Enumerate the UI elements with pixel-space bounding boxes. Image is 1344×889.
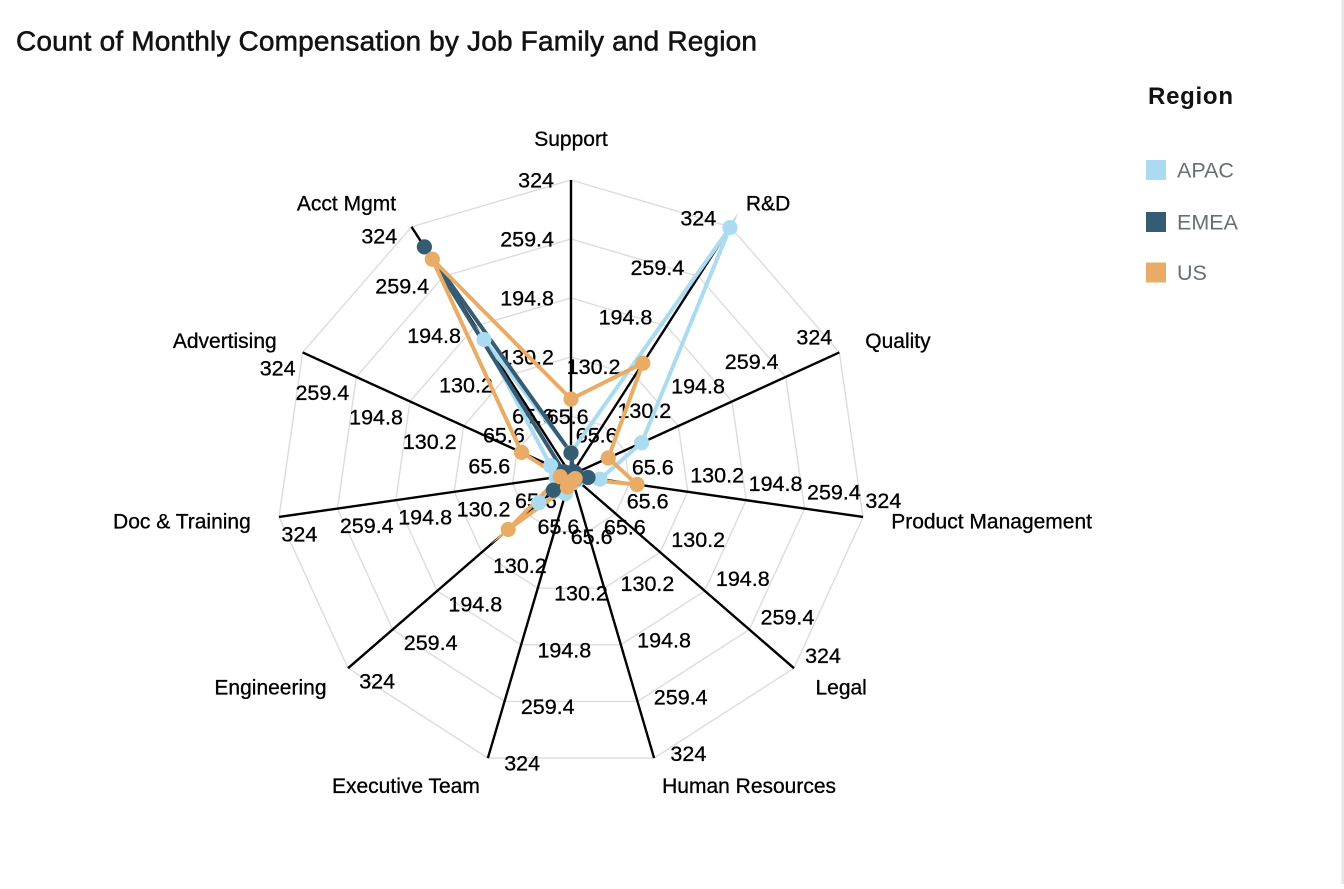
svg-text:194.8: 194.8: [599, 306, 653, 330]
svg-text:130.2: 130.2: [671, 528, 725, 552]
svg-text:194.8: 194.8: [349, 406, 403, 430]
svg-text:APAC: APAC: [1177, 159, 1234, 183]
svg-text:324: 324: [359, 670, 395, 694]
svg-text:194.8: 194.8: [637, 629, 691, 653]
svg-text:Legal: Legal: [815, 676, 866, 699]
svg-text:324: 324: [518, 169, 554, 193]
svg-text:65.6: 65.6: [627, 489, 669, 513]
svg-text:324: 324: [680, 206, 716, 230]
svg-text:Engineering: Engineering: [214, 676, 326, 699]
svg-text:194.8: 194.8: [537, 638, 591, 662]
svg-text:Product Management: Product Management: [891, 511, 1092, 534]
svg-text:259.4: 259.4: [760, 605, 814, 629]
svg-text:65.6: 65.6: [604, 516, 646, 540]
svg-text:194.8: 194.8: [398, 506, 452, 530]
svg-text:259.4: 259.4: [404, 631, 458, 655]
svg-text:259.4: 259.4: [630, 256, 684, 280]
svg-text:Count of Monthly Compensation: Count of Monthly Compensation by Job Fam…: [16, 26, 757, 57]
svg-text:130.2: 130.2: [457, 497, 511, 521]
svg-text:130.2: 130.2: [493, 554, 547, 578]
svg-text:259.4: 259.4: [375, 274, 429, 298]
svg-text:324: 324: [504, 752, 540, 776]
svg-text:194.8: 194.8: [448, 592, 502, 616]
svg-text:65.6: 65.6: [547, 405, 589, 429]
svg-text:259.4: 259.4: [521, 695, 575, 719]
svg-text:130.2: 130.2: [690, 464, 744, 488]
svg-text:324: 324: [670, 742, 706, 766]
svg-text:259.4: 259.4: [500, 228, 554, 252]
svg-text:EMEA: EMEA: [1177, 211, 1239, 235]
svg-text:194.8: 194.8: [716, 567, 770, 591]
svg-text:Human Resources: Human Resources: [662, 775, 836, 798]
svg-text:65.6: 65.6: [571, 525, 613, 549]
svg-text:Advertising: Advertising: [173, 330, 277, 353]
svg-text:259.4: 259.4: [295, 381, 349, 405]
svg-text:Quality: Quality: [865, 330, 931, 353]
svg-text:259.4: 259.4: [654, 685, 708, 709]
svg-text:194.8: 194.8: [500, 287, 554, 311]
svg-text:324: 324: [796, 326, 832, 350]
svg-text:130.2: 130.2: [439, 374, 493, 398]
svg-text:130.2: 130.2: [403, 430, 457, 454]
svg-text:Support: Support: [534, 128, 608, 151]
svg-text:R&D: R&D: [746, 192, 790, 215]
svg-text:324: 324: [865, 489, 901, 513]
svg-text:65.6: 65.6: [538, 515, 580, 539]
svg-text:130.2: 130.2: [567, 355, 621, 379]
svg-text:324: 324: [281, 523, 317, 547]
svg-text:Executive Team: Executive Team: [332, 775, 480, 798]
svg-text:130.2: 130.2: [621, 572, 675, 596]
svg-text:130.2: 130.2: [554, 582, 608, 606]
svg-text:324: 324: [260, 357, 296, 381]
svg-text:194.8: 194.8: [407, 324, 461, 348]
svg-text:259.4: 259.4: [340, 514, 394, 538]
svg-text:324: 324: [805, 644, 841, 668]
svg-text:Region: Region: [1148, 83, 1233, 110]
svg-text:194.8: 194.8: [671, 375, 725, 399]
svg-text:65.6: 65.6: [632, 455, 674, 479]
svg-text:259.4: 259.4: [807, 480, 861, 504]
svg-text:Doc & Training: Doc & Training: [113, 511, 251, 534]
svg-text:US: US: [1177, 261, 1207, 285]
svg-text:259.4: 259.4: [725, 350, 779, 374]
svg-text:194.8: 194.8: [749, 472, 803, 496]
svg-text:Acct Mgmt: Acct Mgmt: [297, 192, 396, 215]
svg-text:65.6: 65.6: [468, 455, 510, 479]
svg-text:324: 324: [361, 225, 397, 249]
